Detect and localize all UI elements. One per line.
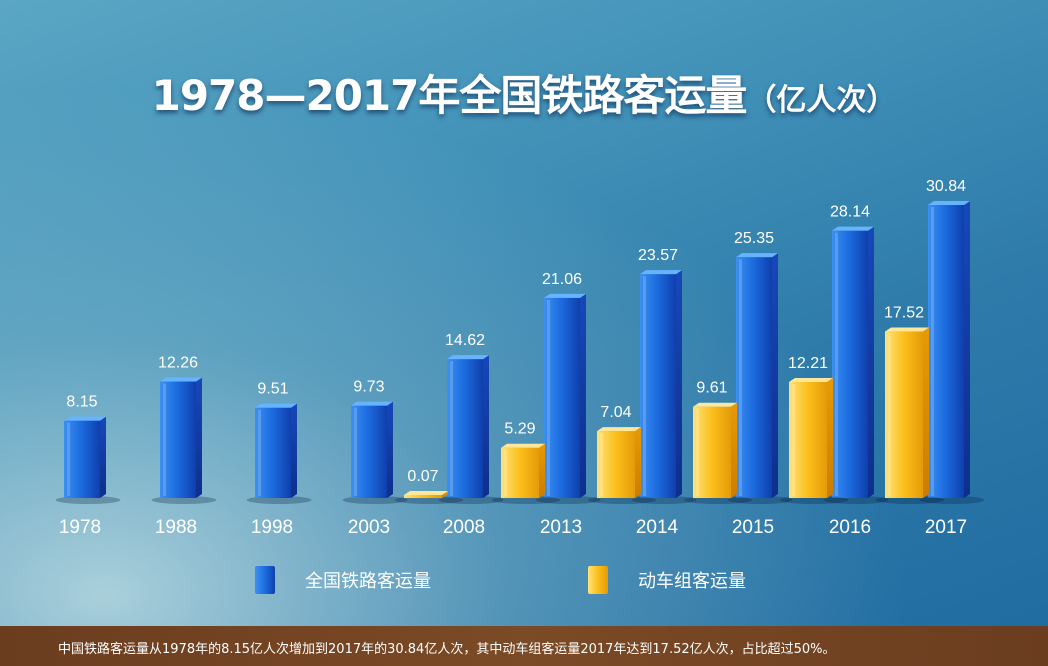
blue-bar: [919, 201, 985, 504]
chart-title-main: 1978—2017年全国铁路客运量: [151, 71, 748, 120]
x-tick-label: 2003: [348, 517, 390, 538]
blue-bar: [438, 355, 504, 504]
x-tick-label: 1978: [59, 517, 101, 538]
gold-bar-value-label: 0.07: [407, 468, 438, 485]
blue-bar-value-label: 9.51: [257, 381, 288, 398]
blue-bar: [55, 416, 121, 504]
blue-bar: [342, 401, 408, 504]
blue-bar: [535, 293, 601, 504]
gold-bar: [394, 491, 464, 504]
legend-item-emu: 动车组客运量: [588, 566, 746, 594]
gold-bar: [587, 427, 657, 504]
gold-bar-value-label: 9.61: [696, 380, 727, 397]
chart-title: 1978—2017年全国铁路客运量（亿人次）: [0, 62, 1048, 123]
footer-bar: 中国铁路客运量从1978年的8.15亿人次增加到2017年的30.84亿人次，其…: [0, 626, 1048, 666]
gold-bar-icon: [588, 566, 608, 594]
gold-bar-value-label: 5.29: [504, 421, 535, 438]
blue-bar-value-label: 28.14: [830, 204, 870, 221]
blue-bar-value-label: 23.57: [638, 247, 678, 264]
legend-item-railway: 全国铁路客运量: [255, 566, 431, 594]
footer-note: 中国铁路客运量从1978年的8.15亿人次增加到2017年的30.84亿人次，其…: [58, 642, 836, 657]
gold-bar: [779, 378, 849, 504]
blue-bar: [823, 226, 889, 504]
blue-bar: [246, 403, 312, 504]
gold-bar: [683, 402, 753, 504]
gold-bar-value-label: 17.52: [884, 305, 924, 322]
legend-label-emu: 动车组客运量: [638, 571, 746, 592]
gold-bar: [491, 443, 561, 504]
x-tick-label: 2013: [540, 517, 582, 538]
legend-label-railway: 全国铁路客运量: [305, 571, 431, 592]
gold-bar-value-label: 12.21: [788, 355, 828, 372]
x-tick-label: 2014: [636, 517, 679, 538]
x-tick-label: 2017: [925, 517, 967, 538]
x-tick-label: 1998: [251, 517, 293, 538]
blue-bar-value-label: 25.35: [734, 230, 774, 247]
blue-bar-value-label: 30.84: [926, 178, 966, 195]
gold-bar: [875, 327, 945, 504]
x-tick-label: 1988: [155, 517, 197, 538]
blue-bar-value-label: 8.15: [66, 394, 97, 411]
x-tick-label: 2008: [443, 517, 485, 538]
x-tick-label: 2016: [829, 517, 871, 538]
blue-bar-value-label: 12.26: [158, 355, 198, 372]
chart-title-unit: （亿人次）: [746, 83, 897, 118]
blue-bar-value-label: 21.06: [542, 271, 582, 288]
blue-bar: [631, 270, 697, 504]
blue-bar: [727, 253, 793, 504]
gold-bar-value-label: 7.04: [600, 404, 631, 421]
blue-bar-icon: [255, 566, 275, 594]
blue-bar-value-label: 9.73: [353, 379, 384, 396]
x-tick-label: 2015: [732, 517, 774, 538]
blue-bar-value-label: 14.62: [445, 332, 485, 349]
blue-bar: [151, 377, 217, 504]
bar-chart: 8.15 1978 12.26 1988 9.51 1998 9.73 2003 14.62 0.…: [55, 178, 985, 538]
